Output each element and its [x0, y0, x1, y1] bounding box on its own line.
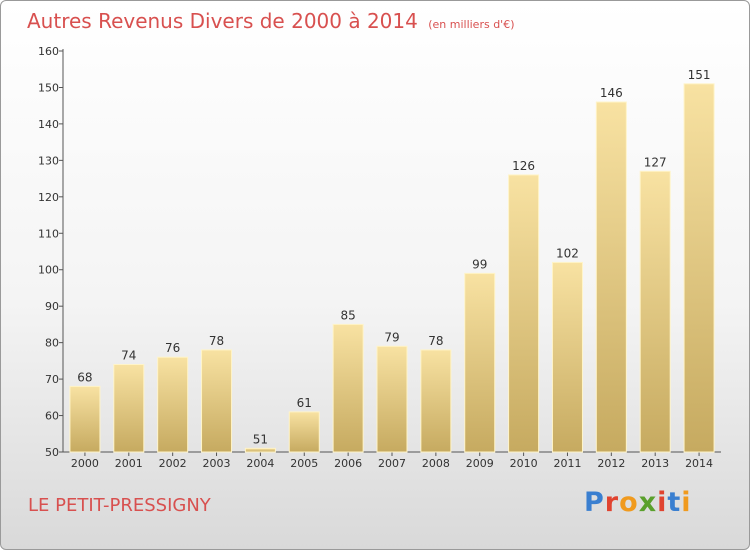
- logo-letter: x: [638, 487, 658, 518]
- x-tick-label-2008: 2008: [422, 457, 450, 470]
- y-tick-label: 80: [45, 337, 59, 350]
- y-tick-label: 140: [38, 118, 59, 131]
- bar-2004: [244, 447, 276, 453]
- y-tick-label: 100: [38, 264, 59, 277]
- value-label-2007: 79: [384, 330, 399, 344]
- bar-2009: [464, 272, 496, 453]
- bar-2005: [288, 411, 320, 453]
- logo-letter: i: [681, 487, 692, 518]
- y-tick-label: 90: [45, 300, 59, 313]
- place-name: LE PETIT-PRESSIGNY: [28, 495, 211, 516]
- bar-2013: [639, 170, 671, 453]
- value-label-2010: 126: [512, 159, 535, 173]
- value-label-2014: 151: [688, 68, 711, 82]
- value-label-2003: 78: [209, 334, 224, 348]
- x-tick-label-2014: 2014: [685, 457, 713, 470]
- bar-2010: [508, 174, 540, 453]
- bar-2012: [595, 101, 627, 453]
- x-tick-label-2009: 2009: [466, 457, 494, 470]
- bar-2001: [113, 364, 145, 453]
- y-tick-label: 120: [38, 191, 59, 204]
- value-label-2000: 68: [77, 370, 92, 384]
- value-label-2004: 51: [253, 432, 268, 446]
- y-tick-label: 150: [38, 81, 59, 94]
- bar-2014: [683, 83, 715, 453]
- logo-letter: o: [619, 487, 639, 518]
- bar-2008: [420, 349, 452, 453]
- x-tick-label-2000: 2000: [71, 457, 99, 470]
- logo-letter: t: [667, 487, 682, 518]
- x-tick-label-2013: 2013: [641, 457, 669, 470]
- value-label-2009: 99: [472, 257, 487, 271]
- y-tick-label: 130: [38, 154, 59, 167]
- proxiti-logo: Proxiti: [584, 487, 692, 518]
- bar-2007: [376, 345, 408, 453]
- y-tick-label: 50: [45, 446, 59, 459]
- chart-title-text: Autres Revenus Divers de 2000 à 2014: [27, 9, 418, 33]
- value-label-2012: 146: [600, 86, 623, 100]
- value-label-2006: 85: [340, 308, 355, 322]
- x-tick-label-2007: 2007: [378, 457, 406, 470]
- y-tick-label: 110: [38, 227, 59, 240]
- x-tick-label-2003: 2003: [203, 457, 231, 470]
- x-tick-label-2012: 2012: [597, 457, 625, 470]
- x-tick-label-2004: 2004: [246, 457, 274, 470]
- value-label-2001: 74: [121, 349, 136, 363]
- x-tick-label-2006: 2006: [334, 457, 362, 470]
- value-label-2013: 127: [644, 155, 667, 169]
- value-label-2008: 78: [428, 334, 443, 348]
- bar-2000: [69, 385, 101, 453]
- value-label-2011: 102: [556, 246, 579, 260]
- x-tick-label-2011: 2011: [553, 457, 581, 470]
- bar-2002: [157, 356, 189, 453]
- logo-letter: r: [604, 487, 620, 518]
- x-tick-label-2001: 2001: [115, 457, 143, 470]
- chart-subtitle: (en milliers d'€): [428, 18, 515, 31]
- x-tick-label-2010: 2010: [510, 457, 538, 470]
- value-label-2005: 61: [297, 396, 312, 410]
- logo-letter: i: [657, 487, 668, 518]
- x-tick-label-2005: 2005: [290, 457, 318, 470]
- chart-title: Autres Revenus Divers de 2000 à 2014 (en…: [27, 9, 515, 33]
- bar-2003: [201, 349, 233, 453]
- logo-letter: P: [584, 487, 605, 518]
- y-tick-label: 60: [45, 410, 59, 423]
- y-tick-label: 160: [38, 45, 59, 58]
- value-label-2002: 76: [165, 341, 180, 355]
- bar-2011: [551, 261, 583, 453]
- bar-2006: [332, 323, 364, 453]
- x-tick-label-2002: 2002: [159, 457, 187, 470]
- y-tick-label: 70: [45, 373, 59, 386]
